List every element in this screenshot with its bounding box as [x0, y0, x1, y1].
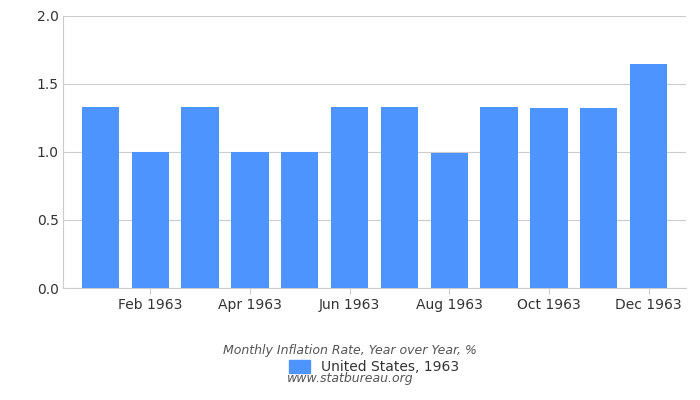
Bar — [531, 108, 568, 288]
Bar — [630, 64, 667, 288]
Bar — [331, 107, 368, 288]
Bar — [580, 108, 617, 288]
Bar — [381, 107, 418, 288]
Bar — [82, 107, 119, 288]
Legend: United States, 1963: United States, 1963 — [284, 355, 465, 380]
Bar — [231, 152, 269, 288]
Bar — [430, 153, 468, 288]
Bar — [281, 152, 318, 288]
Bar — [181, 107, 218, 288]
Bar — [480, 107, 518, 288]
Bar — [132, 152, 169, 288]
Text: www.statbureau.org: www.statbureau.org — [287, 372, 413, 385]
Text: Monthly Inflation Rate, Year over Year, %: Monthly Inflation Rate, Year over Year, … — [223, 344, 477, 357]
